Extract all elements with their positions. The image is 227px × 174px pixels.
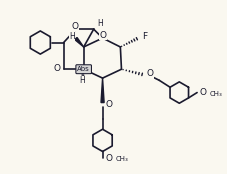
Text: O: O: [54, 64, 61, 73]
Text: F: F: [142, 33, 147, 41]
Text: H: H: [69, 32, 75, 41]
Text: O: O: [200, 88, 207, 97]
Text: H: H: [97, 19, 103, 28]
Text: H: H: [80, 76, 85, 85]
Text: O: O: [99, 31, 106, 40]
FancyBboxPatch shape: [76, 65, 91, 74]
Text: CH₃: CH₃: [116, 156, 128, 162]
Text: O: O: [105, 100, 112, 109]
Polygon shape: [75, 37, 84, 47]
Text: O: O: [147, 69, 154, 78]
Polygon shape: [101, 78, 104, 102]
Text: O: O: [71, 22, 78, 31]
Text: Abs: Abs: [77, 66, 90, 72]
Text: O: O: [105, 154, 112, 163]
Text: CH₃: CH₃: [210, 91, 223, 97]
